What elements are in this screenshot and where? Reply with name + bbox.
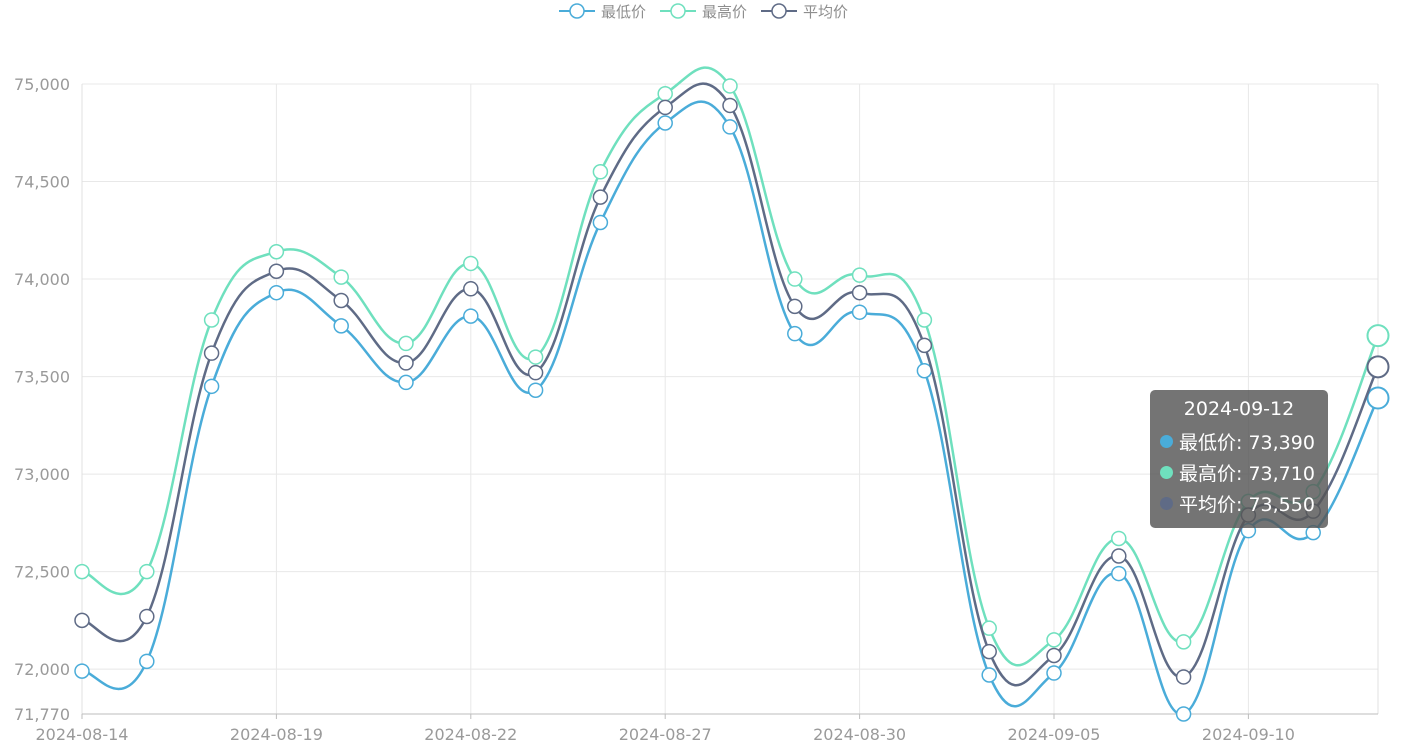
tooltip-row-avg: 平均价: 73,550 [1160,488,1318,519]
data-point [268,263,285,279]
x-tick-label: 2024-08-22 [424,725,517,744]
data-point [1366,386,1390,410]
data-point [1111,548,1127,564]
data-point [527,364,544,381]
data-point [1046,647,1062,664]
data-point [463,308,479,324]
data-point [916,337,933,354]
legend-item-low[interactable]: 最低价 [558,0,646,22]
y-tick-label: 72,500 [14,563,70,582]
tooltip-row-high: 最高价: 73,710 [1160,457,1318,488]
data-point [333,269,349,285]
data-point [398,374,414,391]
legend-avg-marker-icon [761,3,797,19]
y-tick-label: 74,500 [14,173,70,192]
data-point [1366,324,1390,348]
data-point [722,78,738,94]
data-point [203,378,220,395]
data-point [592,189,609,205]
x-tick-label: 2024-08-27 [619,725,712,744]
y-tick-label: 75,000 [14,75,70,94]
data-point [981,643,997,660]
data-point [139,653,155,670]
data-point [657,99,673,116]
data-point [139,563,155,580]
legend-item-high[interactable]: 最高价 [659,0,747,22]
data-point [851,284,868,301]
tooltip-title: 2024-09-12 [1183,398,1295,420]
legend-low-marker-icon [558,3,595,19]
data-point [657,115,673,131]
data-point [1175,634,1192,650]
data-point [787,325,803,342]
data-point [74,563,90,580]
data-point [333,292,349,309]
data-point [268,243,285,260]
y-tick-label: 73,000 [14,465,70,484]
tooltip: 2024-09-12 最低价: 73,390 最高价: 73,710 平均价: … [1150,390,1328,528]
data-point [722,97,738,114]
y-tick-label: 74,000 [14,270,70,289]
x-tick-label: 2024-08-30 [813,725,906,744]
y-tick-label: 73,500 [14,368,70,387]
data-point [203,312,220,328]
data-point [74,663,90,679]
data-point [1366,355,1390,379]
series-line-1 [81,66,1380,667]
legend: 最低价 最高价 平均价 [0,0,1407,22]
y-tick-label: 72,000 [14,660,70,679]
x-tick-label: 2024-08-19 [230,725,323,744]
legend-high-label: 最高价 [701,2,747,21]
data-point [1046,665,1062,681]
x-tick-label: 2024-08-14 [36,725,129,744]
data-point [1175,669,1192,685]
data-point [981,620,997,636]
data-point [268,284,285,301]
data-point [1111,530,1127,547]
data-point [139,608,155,625]
data-point [592,214,609,231]
data-point [851,304,868,320]
data-point [333,318,349,334]
data-point [527,349,544,365]
data-point [592,164,609,180]
x-tick-label: 2024-09-05 [1008,725,1101,744]
data-point [1111,565,1127,582]
legend-item-avg[interactable]: 平均价 [761,0,848,22]
data-point [981,667,997,683]
data-point [787,298,803,315]
data-point [657,86,673,102]
tooltip-high-text: 最高价: 73,710 [1179,463,1315,485]
data-point [722,119,738,135]
tooltip-row-low: 最低价: 73,390 [1160,426,1318,457]
data-point [851,267,868,283]
data-point [463,255,479,272]
data-point [527,382,544,398]
data-point [916,362,933,379]
tooltip-avg-dot [1160,497,1173,510]
data-point [1175,706,1192,722]
data-point [1046,632,1062,648]
data-point [463,281,479,297]
data-point [203,345,220,361]
data-point [916,312,933,328]
data-point [398,335,414,352]
legend-high-marker-icon [659,3,696,19]
series-line-2 [81,82,1380,687]
x-tick-label: 2024-09-10 [1202,725,1295,744]
data-point [74,612,90,629]
data-point [787,271,803,287]
series-line-0 [81,100,1380,716]
tooltip-avg-text: 平均价: 73,550 [1179,494,1315,516]
tooltip-low-text: 最低价: 73,390 [1179,432,1315,454]
legend-low-label: 最低价 [600,2,646,21]
tooltip-high-dot [1160,466,1173,479]
tooltip-low-dot [1160,435,1173,448]
data-point [398,355,414,371]
y-tick-label: 71,770 [14,705,70,724]
legend-avg-label: 平均价 [803,2,849,21]
